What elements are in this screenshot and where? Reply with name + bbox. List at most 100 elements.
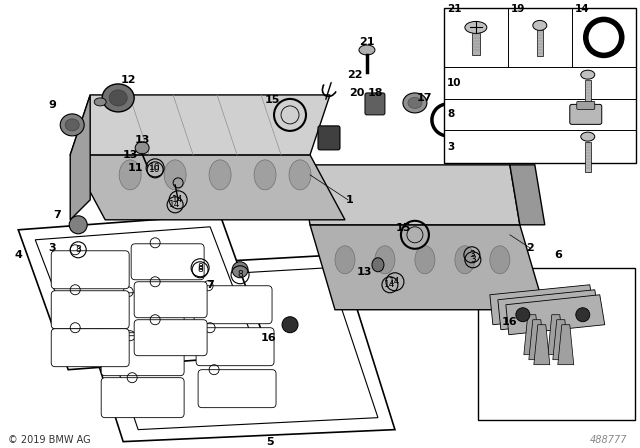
Polygon shape [553,320,569,360]
Ellipse shape [65,119,79,131]
Circle shape [282,317,298,333]
Ellipse shape [372,258,384,272]
Text: 22: 22 [348,70,363,80]
Ellipse shape [94,98,106,106]
Polygon shape [558,325,574,365]
Text: 1: 1 [346,195,354,205]
Text: 9: 9 [48,100,56,110]
Text: 16: 16 [502,317,518,327]
FancyBboxPatch shape [194,286,272,324]
FancyBboxPatch shape [570,104,602,125]
Polygon shape [300,165,520,225]
Polygon shape [506,295,605,335]
Ellipse shape [533,21,547,30]
Text: 8: 8 [76,246,81,254]
Text: 14: 14 [384,280,396,289]
Bar [585,80,591,102]
FancyBboxPatch shape [134,282,207,318]
Text: 14: 14 [170,200,181,209]
Ellipse shape [580,132,595,141]
Ellipse shape [490,246,510,274]
Text: 17: 17 [417,93,433,103]
Ellipse shape [415,246,435,274]
Ellipse shape [119,160,141,190]
Bar [585,142,591,172]
Polygon shape [35,227,255,358]
Ellipse shape [465,22,487,34]
Text: 10: 10 [149,165,161,174]
Ellipse shape [60,114,84,136]
Text: 11: 11 [127,163,143,173]
Ellipse shape [580,70,595,79]
Polygon shape [310,225,545,310]
Text: 8: 8 [197,265,203,274]
Text: 7: 7 [206,280,214,290]
Text: 14: 14 [389,277,401,286]
Text: 3: 3 [470,255,476,264]
Polygon shape [68,255,395,442]
Text: 10: 10 [149,164,161,172]
Text: 15: 15 [264,95,280,105]
Ellipse shape [254,160,276,190]
FancyBboxPatch shape [51,251,129,289]
Text: 12: 12 [120,75,136,85]
Ellipse shape [403,93,427,113]
Ellipse shape [335,246,355,274]
FancyBboxPatch shape [365,93,385,115]
Ellipse shape [109,90,127,106]
Text: 8: 8 [237,270,243,279]
Text: 13: 13 [122,150,138,160]
Polygon shape [19,215,270,370]
Ellipse shape [375,246,395,274]
Text: 14: 14 [575,4,589,14]
Text: 8: 8 [197,263,203,272]
Ellipse shape [209,160,231,190]
Polygon shape [529,320,545,360]
Text: 6: 6 [554,250,562,260]
Polygon shape [70,155,345,220]
Text: © 2019 BMW AG: © 2019 BMW AG [8,435,91,444]
Ellipse shape [135,142,149,154]
FancyBboxPatch shape [51,329,129,367]
FancyBboxPatch shape [101,336,184,376]
Text: 2: 2 [526,243,534,253]
Polygon shape [510,165,545,225]
Polygon shape [70,95,330,155]
Circle shape [516,308,530,322]
Ellipse shape [164,160,186,190]
Ellipse shape [69,216,87,234]
Text: 488777: 488777 [590,435,628,444]
Ellipse shape [455,246,475,274]
Bar [444,8,636,163]
Text: 15: 15 [396,223,411,233]
FancyBboxPatch shape [318,126,340,150]
Text: 18: 18 [367,88,383,98]
Text: 13: 13 [134,135,150,145]
Polygon shape [88,268,378,430]
Polygon shape [548,315,564,355]
Polygon shape [534,325,550,365]
Text: 3: 3 [447,142,454,151]
Polygon shape [498,290,600,330]
Ellipse shape [102,84,134,112]
FancyBboxPatch shape [134,320,207,356]
Text: 20: 20 [349,88,365,98]
Text: 7: 7 [53,210,61,220]
FancyBboxPatch shape [131,244,204,280]
Text: 8: 8 [447,109,454,119]
Text: 3: 3 [49,243,56,253]
Polygon shape [70,95,90,220]
Polygon shape [524,315,540,355]
Text: 5: 5 [266,437,274,447]
Ellipse shape [359,45,375,55]
Polygon shape [490,285,595,325]
Text: 10: 10 [447,78,461,88]
Bar [472,34,480,56]
Text: 16: 16 [260,333,276,343]
Ellipse shape [232,262,248,278]
Polygon shape [478,268,635,420]
Text: 13: 13 [356,267,372,277]
Text: 19: 19 [511,4,525,14]
Text: 4: 4 [14,250,22,260]
FancyBboxPatch shape [101,378,184,418]
